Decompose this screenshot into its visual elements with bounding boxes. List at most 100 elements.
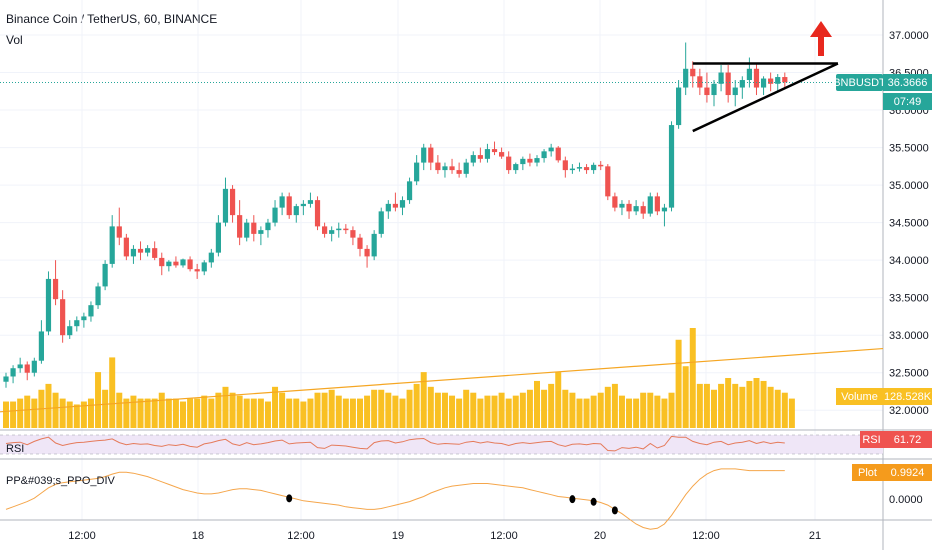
candle-body	[626, 203, 632, 212]
candle-body	[180, 259, 186, 266]
volume-badge-value: 128.528K	[884, 391, 932, 403]
volume-bar	[10, 401, 17, 428]
ppo-line	[5, 468, 785, 530]
candle-body	[67, 326, 73, 336]
volume-bar	[427, 386, 434, 428]
volume-bar	[3, 401, 9, 428]
volume-bar	[66, 401, 73, 428]
candle-body	[555, 147, 561, 161]
volume-bar	[349, 398, 356, 428]
volume-bar	[59, 398, 66, 428]
volume-bar	[767, 386, 774, 428]
candle-body	[442, 166, 448, 171]
volume-bar	[272, 386, 279, 428]
time-tick-label: 12:00	[287, 530, 315, 542]
candle-body	[385, 203, 391, 212]
volume-bar	[491, 395, 498, 428]
candle-body	[137, 248, 144, 253]
candle-body	[463, 162, 469, 174]
volume-bar	[144, 398, 151, 428]
candle-body	[421, 147, 427, 163]
candle-body	[272, 207, 278, 223]
candle-body	[711, 83, 717, 96]
candle-body	[152, 248, 158, 258]
volume-badge-label: Volume	[841, 391, 878, 403]
volume-bar	[392, 395, 399, 428]
volume-bar	[357, 398, 363, 428]
volume-bar	[739, 386, 746, 428]
triangle-support-line	[692, 62, 839, 133]
candle-body	[753, 68, 760, 88]
candle-body	[95, 286, 101, 306]
volume-bar	[441, 392, 448, 428]
candle-body	[739, 80, 745, 88]
time-tick-label: 18	[192, 530, 204, 542]
time-tick-label: 20	[594, 530, 606, 542]
candle-body	[725, 72, 731, 96]
candle-body	[109, 226, 115, 264]
candle-body	[208, 252, 214, 263]
volume-bar	[541, 389, 548, 428]
volume-bar	[52, 392, 59, 428]
candle-body	[520, 158, 526, 165]
candle-body	[286, 196, 292, 216]
candle-body	[116, 226, 122, 238]
volume-bar	[548, 383, 555, 428]
candle-body	[159, 257, 165, 267]
candle-body	[654, 196, 660, 212]
volume-bar	[286, 398, 293, 428]
volume-bar	[293, 398, 300, 428]
candle-body	[60, 299, 66, 336]
volume-bar	[151, 398, 158, 428]
candle-body	[102, 263, 108, 287]
volume-bar	[654, 395, 661, 428]
volume-bar	[604, 386, 611, 428]
candle-body	[265, 222, 271, 231]
volume-bar	[222, 386, 229, 428]
candle-body	[605, 166, 611, 197]
volume-bar	[661, 398, 668, 428]
candle-body	[499, 152, 505, 157]
rsi-line	[5, 435, 785, 452]
volume-bar	[512, 395, 519, 428]
volume-bar	[328, 389, 335, 428]
volume-bar	[725, 378, 732, 428]
candle-body	[697, 76, 703, 88]
volume-bar	[180, 401, 186, 428]
candle-body	[81, 316, 87, 321]
candle-body	[343, 228, 349, 231]
volume-bar	[420, 372, 427, 428]
volume-bar	[675, 339, 682, 428]
volume-bar	[732, 383, 739, 428]
candle-body	[237, 215, 243, 238]
candle-body	[541, 151, 547, 159]
volume-bar	[300, 401, 307, 428]
ppo-badge-value: 0.9924	[891, 467, 925, 479]
candle-body	[187, 259, 193, 270]
volume-bar	[647, 392, 654, 428]
divergence-dot	[286, 494, 293, 503]
candle-body	[74, 320, 80, 327]
volume-bar	[463, 389, 470, 428]
volume-bar	[385, 392, 392, 428]
volume-bar	[576, 398, 583, 428]
volume-bar	[590, 395, 597, 428]
volume-bar	[484, 395, 491, 428]
price-badge	[883, 74, 932, 91]
volume-bar	[477, 398, 484, 428]
time-tick-label: 12:00	[692, 530, 720, 542]
divergence-dot	[611, 506, 618, 515]
divergence-dot	[590, 497, 597, 506]
candle-body	[676, 87, 682, 126]
candle-body	[336, 228, 342, 231]
volume-bar	[434, 392, 441, 428]
candle-body	[612, 196, 618, 208]
arrow-shaft	[818, 34, 824, 56]
volume-bar	[264, 401, 271, 428]
volume-bar	[611, 383, 618, 428]
rsi-badge	[860, 431, 883, 448]
candle-body	[640, 206, 646, 214]
rsi-label: RSI	[6, 443, 24, 455]
volume-bar	[229, 392, 236, 428]
